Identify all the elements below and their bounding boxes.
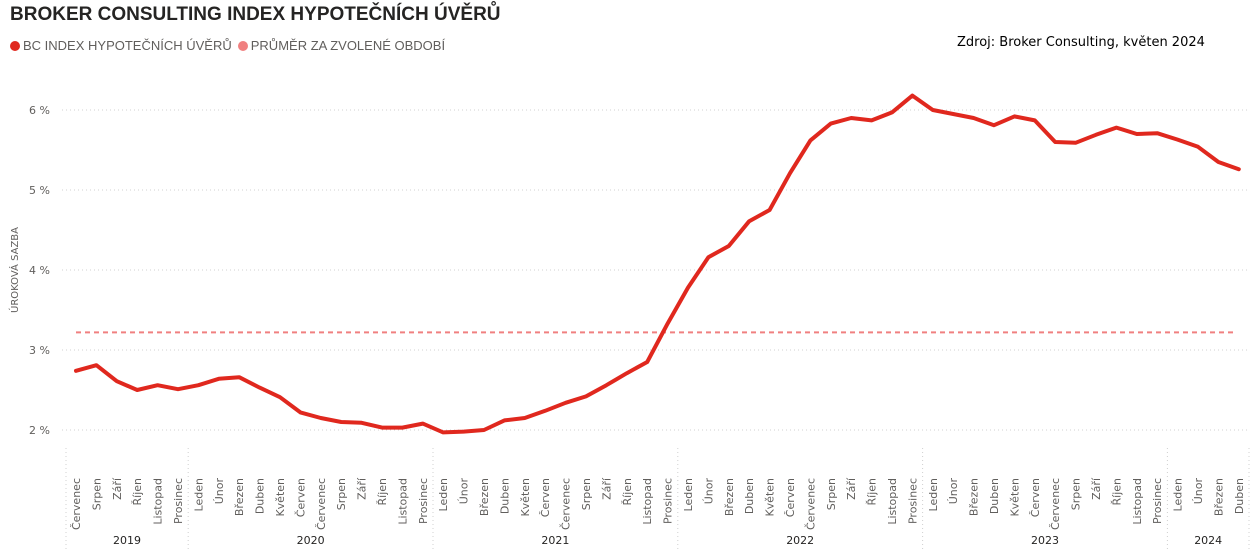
year-label: 2022 [786,534,814,547]
x-tick-label: Září [845,477,858,500]
legend-marker-index [10,40,20,51]
x-tick-label: Prosinec [906,478,919,524]
x-tick-label: Duben [988,478,1001,514]
legend: BC INDEX HYPOTEČNÍCH ÚVĚRŮ PRŮMĚR ZA ZVO… [10,38,451,53]
x-tick-label: Prosinec [662,478,675,524]
x-tick-label: Únor [1192,478,1205,505]
x-tick-label: Srpen [825,478,838,510]
x-tick-label: Září [111,477,124,500]
x-tick-label: Srpen [1070,478,1083,510]
x-tick-label: Říjen [131,478,144,506]
year-label: 2023 [1031,534,1059,547]
x-tick-label: Prosinec [417,478,430,524]
x-tick-label: Červenec [315,478,328,530]
y-tick-label: 6 % [29,104,50,117]
x-tick-label: Únor [458,478,471,505]
x-tick-label: Prosinec [172,478,185,524]
x-tick-label: Září [1090,477,1103,500]
x-tick-label: Červenec [560,478,573,530]
x-tick-label: Duben [1233,478,1246,514]
legend-item-index[interactable]: BC INDEX HYPOTEČNÍCH ÚVĚRŮ [10,38,232,53]
y-tick-label: 3 % [29,344,50,357]
x-tick-label: Březen [1212,478,1225,516]
x-tick-label: Listopad [641,478,654,525]
x-tick-label: Únor [702,478,715,505]
x-tick-label: Březen [233,478,246,516]
y-tick-label: 5 % [29,184,50,197]
x-tick-label: Leden [927,478,940,511]
year-label: 2021 [541,534,569,547]
x-tick-label: Duben [743,478,756,514]
x-tick-label: Září [356,477,369,500]
x-tick-label: Leden [682,478,695,511]
x-tick-label: Únor [947,478,960,505]
x-tick-label: Leden [1172,478,1185,511]
y-tick-label: 4 % [29,264,50,277]
x-tick-label: Leden [192,478,205,511]
x-tick-label: Červen [294,478,307,517]
x-tick-label: Červen [784,478,797,517]
x-tick-label: Srpen [580,478,593,510]
x-tick-label: Červenec [1049,478,1062,530]
x-tick-label: Březen [968,478,981,516]
x-tick-label: Květen [519,478,532,517]
x-tick-label: Prosinec [1151,478,1164,524]
x-tick-label: Listopad [1131,478,1144,525]
x-tick-label: Květen [274,478,287,517]
legend-item-average[interactable]: PRŮMĚR ZA ZVOLENÉ OBDOBÍ [237,38,446,53]
x-tick-label: Červen [539,478,552,517]
x-tick-label: Říjen [621,478,634,506]
x-tick-label: Srpen [335,478,348,510]
x-tick-label: Duben [498,478,511,514]
x-tick-label: Květen [1008,478,1021,517]
year-label: 2019 [113,534,141,547]
x-tick-label: Březen [723,478,736,516]
x-tick-label: Říjen [1110,478,1123,506]
y-axis-title: ÚROKOVÁ SAZBA [8,227,21,313]
x-tick-label: Červenec [70,478,83,530]
year-label: 2020 [297,534,325,547]
chart-title: BROKER CONSULTING INDEX HYPOTEČNÍCH ÚVĚR… [10,4,501,25]
index-series-line [74,93,1241,435]
x-tick-label: Květen [764,478,777,517]
x-tick-label: Říjen [866,478,879,506]
x-tick-label: Duben [254,478,267,514]
x-tick-label: Červenec [804,478,817,530]
x-tick-label: Únor [213,478,226,505]
legend-marker-average [237,40,248,51]
x-tick-label: Leden [437,478,450,511]
legend-label-index: BC INDEX HYPOTEČNÍCH ÚVĚRŮ [23,38,232,53]
x-tick-label: Listopad [396,478,409,525]
y-tick-label: 2 % [29,424,50,437]
x-tick-label: Březen [478,478,491,516]
source-note: Zdroj: Broker Consulting, květen 2024 [957,35,1205,50]
x-tick-label: Listopad [886,478,899,525]
x-tick-label: Červen [1029,478,1042,517]
x-tick-label: Srpen [90,478,103,510]
x-tick-label: Listopad [152,478,165,525]
x-tick-label: Září [600,477,613,500]
year-label: 2024 [1194,534,1222,547]
legend-label-average: PRŮMĚR ZA ZVOLENÉ OBDOBÍ [250,38,446,53]
x-tick-label: Říjen [376,478,389,506]
